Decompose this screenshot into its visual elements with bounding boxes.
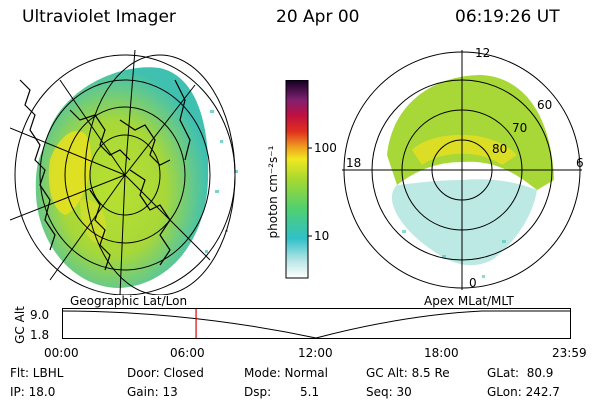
coastlines [19, 79, 191, 271]
gain-info: Gain: 13 [127, 385, 178, 399]
mlt-label-6: 6 [576, 156, 584, 170]
timeline-ylabel: GC Alt [13, 306, 27, 344]
bright-aurora [48, 130, 91, 215]
polar-aurora [387, 75, 554, 190]
time-label: 06:19:26 UT [455, 7, 560, 27]
seq-info: Seq: 30 [366, 385, 412, 399]
ip-info: IP: 18.0 [10, 385, 56, 399]
aurora-region [35, 67, 209, 288]
polar-grid [342, 50, 582, 290]
apex-projection-label: Apex MLat/MLT [424, 294, 514, 308]
polar-plot [342, 50, 582, 290]
glon-info: GLon: 242.7 [487, 385, 560, 399]
colorbar-tick-100: 100 [314, 141, 337, 155]
lat-label-80: 80 [492, 142, 508, 156]
mlt-label-12: 12 [475, 46, 491, 60]
altitude-timeline [62, 308, 571, 339]
gc-alt-info: GC Alt: 8.5 Re [366, 366, 450, 380]
mlt-label-18: 18 [346, 156, 362, 170]
door-info: Door: Closed [127, 366, 204, 380]
timeline-tick-0000: 00:00 [44, 346, 79, 360]
timeline-tick-0600: 06:00 [170, 346, 205, 360]
mlt-label-0: 0 [469, 276, 477, 290]
lat-label-70: 70 [512, 121, 528, 135]
date-label: 20 Apr 00 [276, 7, 360, 27]
colorbar [285, 80, 312, 279]
glat-info: GLat: 80.9 [487, 366, 554, 380]
timeline-tick-1800: 18:00 [424, 346, 459, 360]
mode-info: Mode: Normal [244, 366, 328, 380]
app-title: Ultraviolet Imager [22, 7, 176, 27]
altitude-curve [62, 310, 571, 339]
colorbar-tick-10: 10 [314, 229, 330, 243]
dsp-label: Dsp: [244, 385, 272, 399]
filter-info: Flt: LBHL [10, 366, 64, 380]
timeline-ymax: 9.0 [30, 308, 50, 322]
timeline-ymin: 1.8 [30, 328, 50, 342]
dsp-value: 5.1 [300, 385, 320, 399]
geographic-image [10, 50, 238, 295]
lat-label-60: 60 [537, 98, 553, 112]
colorbar-label: photon cm⁻²s⁻¹ [266, 145, 280, 239]
lat-lon-grid [10, 50, 236, 295]
timeline-tick-1200: 12:00 [298, 346, 333, 360]
timeline-tick-2359: 23:59 [552, 346, 587, 360]
geographic-projection-label: Geographic Lat/Lon [70, 294, 188, 308]
